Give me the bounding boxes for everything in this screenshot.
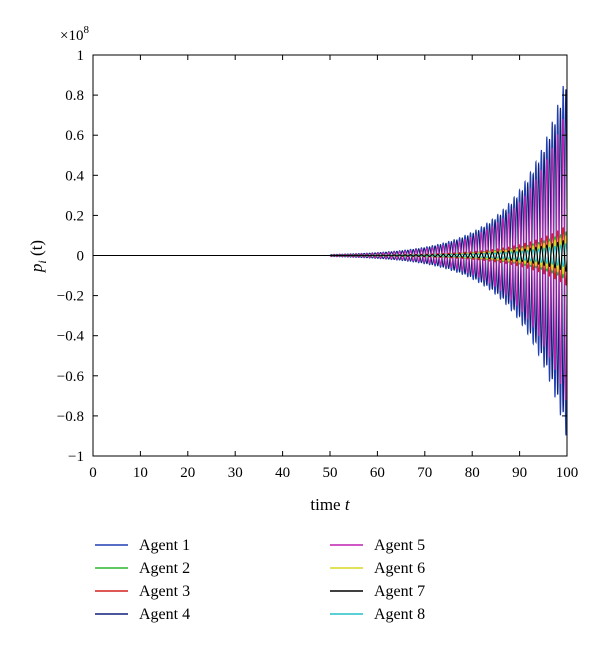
- y-tick-label: −0.6: [57, 369, 85, 385]
- x-tick-label: 70: [417, 465, 432, 481]
- x-tick-label: 60: [370, 465, 385, 481]
- y-tick-label: −0.8: [57, 409, 84, 425]
- legend-label: Agent 5: [374, 537, 425, 554]
- x-tick-label: 40: [275, 465, 290, 481]
- series-line-agent-7: [93, 240, 567, 272]
- y-tick-label: 0.4: [65, 168, 84, 184]
- legend: Agent 1 Agent 2 Agent 3 Agent 4 Agent 5 Agent…: [95, 537, 425, 623]
- y-tick-label: −0.4: [57, 329, 85, 345]
- x-axis-label: time t: [310, 495, 350, 514]
- y-tick-label: 1: [77, 48, 85, 64]
- legend-entry-agent-4: Agent 4: [95, 606, 190, 623]
- y-tick-label: 0.8: [65, 88, 84, 104]
- legend-label: Agent 3: [139, 583, 190, 600]
- x-tick-label: 80: [465, 465, 480, 481]
- legend-label: Agent 6: [374, 560, 425, 577]
- legend-entry-agent-2: Agent 2: [95, 560, 190, 577]
- legend-entry-agent-1: Agent 1: [95, 537, 190, 554]
- ticks-layer: 0 10 20 30 40 50 60 70 80 90 100−1−0.8−0.6−0.4−0.2…: [57, 48, 578, 481]
- legend-label: Agent 2: [139, 560, 190, 577]
- y-axis-label: pi (t): [27, 240, 49, 273]
- y-tick-label: −1: [68, 449, 84, 465]
- y-tick-label: −0.2: [57, 289, 84, 305]
- x-tick-label: 0: [89, 465, 97, 481]
- y-tick-label: 0: [77, 249, 85, 265]
- legend-entry-agent-3: Agent 3: [95, 583, 190, 600]
- series-layer: [93, 85, 567, 436]
- legend-entry-agent-8: Agent 8: [330, 606, 425, 623]
- legend-entry-agent-5: Agent 5: [330, 537, 425, 554]
- legend-label: Agent 1: [139, 537, 190, 554]
- x-tick-label: 50: [323, 465, 338, 481]
- x-tick-label: 10: [133, 465, 148, 481]
- legend-label: Agent 7: [374, 583, 425, 600]
- x-tick-label: 30: [228, 465, 243, 481]
- x-tick-label: 100: [556, 465, 579, 481]
- x-tick-label: 20: [180, 465, 195, 481]
- y-multiplier-exponent: 8: [83, 24, 89, 36]
- legend-label: Agent 4: [139, 606, 190, 623]
- y-tick-label: 0.2: [65, 208, 84, 224]
- y-tick-label: 0.6: [65, 128, 84, 144]
- legend-label: Agent 8: [374, 606, 425, 623]
- y-multiplier: ×108: [60, 24, 89, 44]
- x-tick-label: 90: [512, 465, 527, 481]
- legend-entry-agent-7: Agent 7: [330, 583, 425, 600]
- legend-entry-agent-6: Agent 6: [330, 560, 425, 577]
